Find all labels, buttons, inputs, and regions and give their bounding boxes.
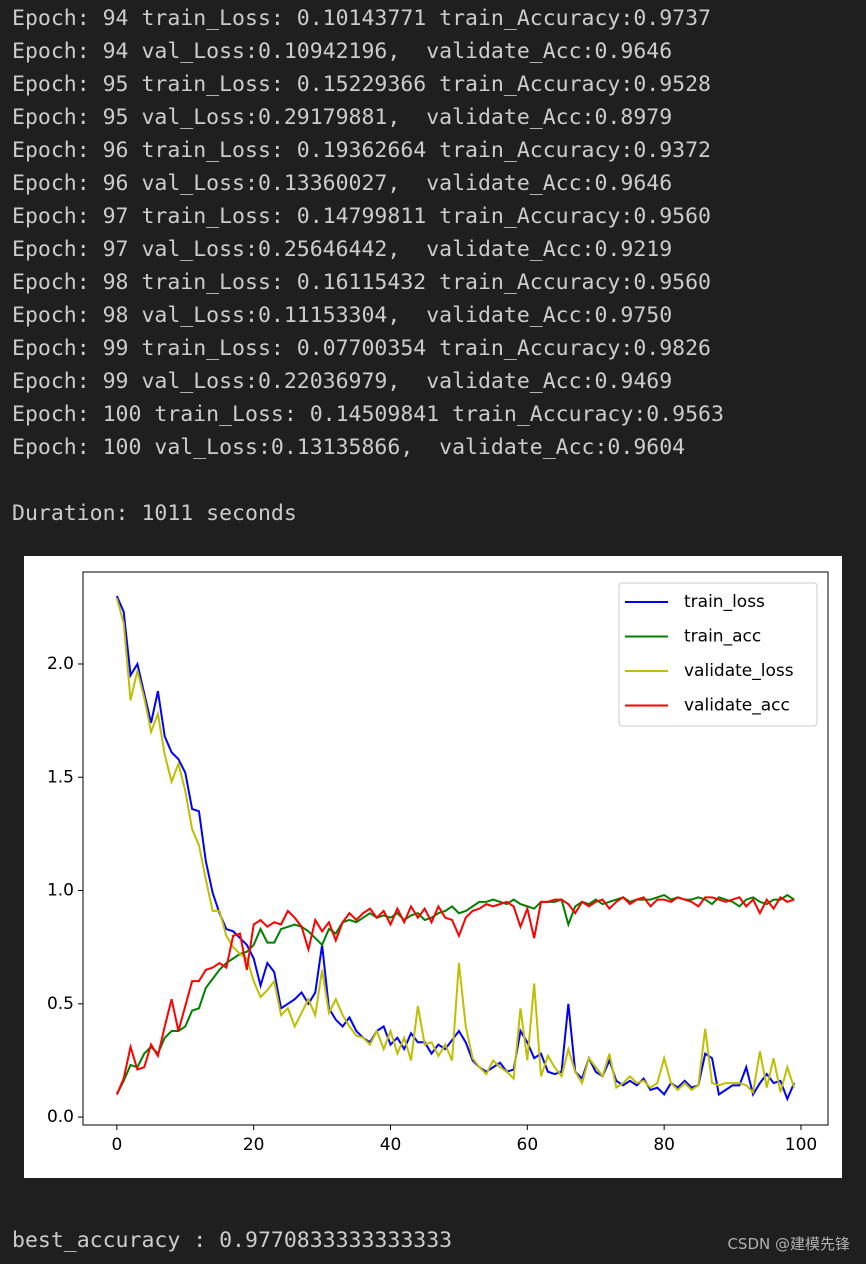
chart: 0.0 0.5 1.0 1.5 2.0 0 20 40 60 80 100 train_losstra… (47, 571, 829, 1155)
series-line (115, 598, 796, 1095)
log-line: Epoch: 95 val_Loss:0.29179881, validate_… (12, 105, 673, 130)
legend-label: train_acc (684, 627, 761, 647)
legend-label: validate_acc (684, 696, 790, 716)
log-line: Epoch: 94 train_Loss: 0.10143771 train_A… (12, 6, 711, 31)
log-line: Epoch: 100 val_Loss:0.13135866, validate… (12, 435, 686, 460)
x-tick-label: 100 (785, 1135, 817, 1155)
duration: Duration: 1011 seconds (12, 501, 297, 526)
series-line (115, 595, 796, 1102)
log-line: Epoch: 96 val_Loss:0.13360027, validate_… (12, 171, 673, 196)
x-tick-label: 80 (653, 1135, 675, 1155)
log-line: Epoch: 99 val_Loss:0.22036979, validate_… (12, 369, 673, 394)
log-line: Epoch: 96 train_Loss: 0.19362664 train_A… (12, 138, 711, 163)
log-line: Epoch: 99 train_Loss: 0.07700354 train_A… (12, 336, 711, 361)
y-tick-label: 0.5 (47, 994, 74, 1014)
y-tick-label: 1.5 (47, 767, 74, 787)
axes-frame (82, 571, 829, 1126)
log-line: Epoch: 94 val_Loss:0.10942196, validate_… (12, 39, 673, 64)
x-tick-label: 20 (243, 1135, 265, 1155)
log-line: Epoch: 95 train_Loss: 0.15229366 train_A… (12, 72, 711, 97)
log-line: Epoch: 98 val_Loss:0.11153304, validate_… (12, 303, 673, 328)
x-tick-label: 0 (111, 1135, 122, 1155)
legend-box (618, 582, 818, 727)
y-tick-label: 2.0 (47, 654, 74, 674)
best-accuracy: best_accuracy : 0.9770833333333333 (12, 1228, 453, 1253)
series-line (115, 893, 795, 1095)
log-line: Epoch: 100 train_Loss: 0.14509841 train_… (12, 402, 724, 427)
legend-label: validate_loss (684, 661, 794, 681)
log-line: Epoch: 97 train_Loss: 0.14799811 train_A… (12, 204, 711, 229)
x-tick-label: 60 (517, 1135, 539, 1155)
log-line: Epoch: 98 train_Loss: 0.16115432 train_A… (12, 270, 711, 295)
y-tick-label: 0.0 (47, 1107, 74, 1127)
y-tick-label: 1.0 (47, 881, 74, 901)
x-tick-label: 40 (380, 1135, 402, 1155)
log-line: Epoch: 97 val_Loss:0.25646442, validate_… (12, 237, 673, 262)
watermark: CSDN @建模先锋 (727, 1235, 850, 1253)
legend-label: train_loss (684, 592, 765, 612)
series-line (115, 895, 795, 1095)
